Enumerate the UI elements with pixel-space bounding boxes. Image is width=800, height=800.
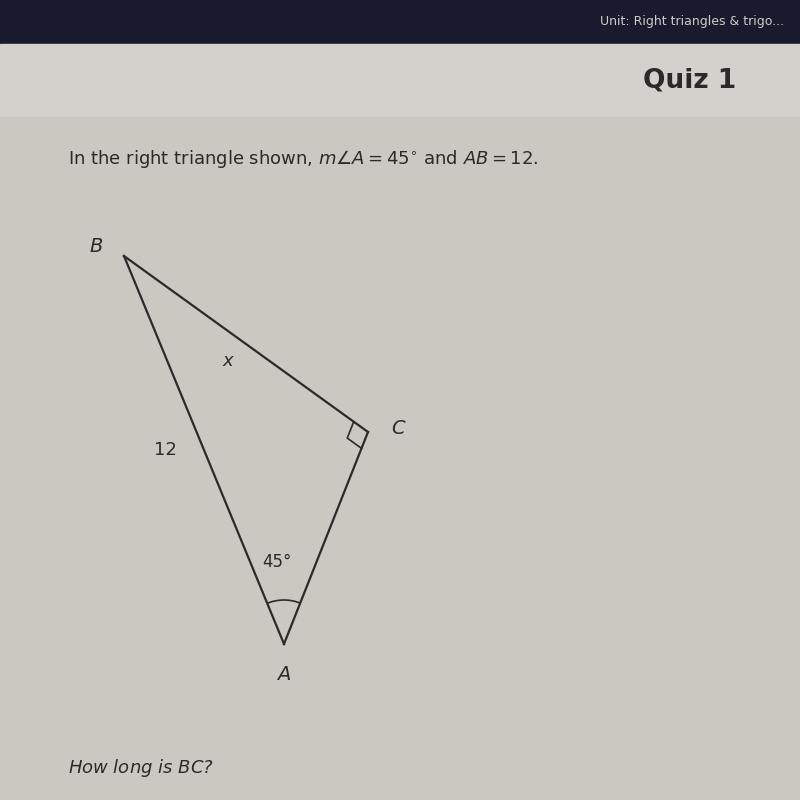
Bar: [0, 0, 800, 44]
Text: $C$: $C$: [390, 418, 406, 438]
Text: $B$: $B$: [89, 237, 103, 256]
Text: 45°: 45°: [262, 553, 292, 570]
Text: 12: 12: [154, 441, 177, 459]
Text: Unit: Right triangles & trigo...: Unit: Right triangles & trigo...: [600, 15, 784, 29]
Text: In the right triangle shown, $m\angle A = 45^{\circ}$ and $AB = 12$.: In the right triangle shown, $m\angle A …: [68, 148, 538, 170]
Bar: [0, 44, 800, 116]
Text: How long is $BC$?: How long is $BC$?: [68, 757, 214, 779]
Text: $A$: $A$: [277, 665, 291, 684]
Text: $x$: $x$: [222, 352, 235, 370]
Text: Quiz 1: Quiz 1: [642, 67, 736, 93]
